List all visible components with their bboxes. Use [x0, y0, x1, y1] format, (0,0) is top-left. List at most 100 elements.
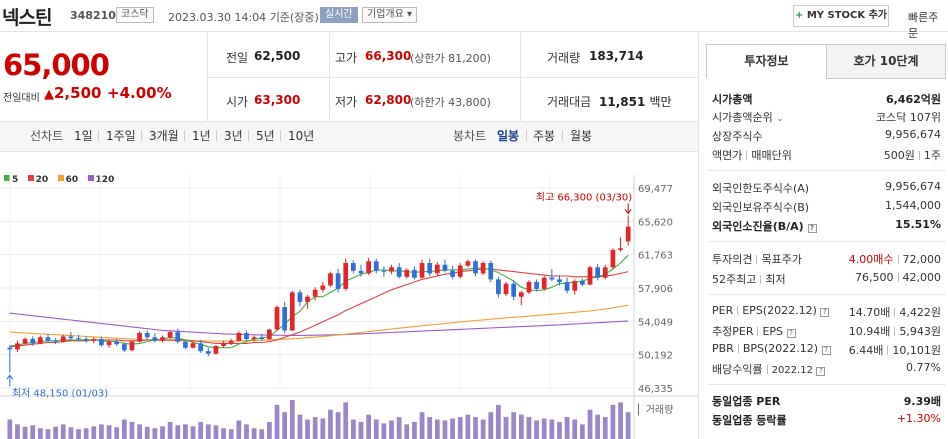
quick-order-link[interactable]: 빠른주문	[908, 11, 939, 40]
divider	[708, 384, 946, 385]
volume-bar	[228, 429, 234, 439]
volume-bar	[587, 409, 593, 439]
candle-body	[297, 292, 303, 302]
volume-bar	[289, 400, 295, 439]
week52-high-label: 52주최고	[712, 273, 757, 286]
tab-weekly-candle[interactable]: 주봉	[533, 129, 556, 143]
candle-body	[373, 261, 379, 271]
sector-rate-value: +1.30%	[896, 412, 941, 425]
candle-body	[610, 250, 616, 268]
chevron-down-icon[interactable]: ⌄	[776, 114, 784, 124]
tab-1d[interactable]: 1일	[74, 129, 93, 143]
tab-3y[interactable]: 3년	[224, 129, 243, 143]
volume-bar	[427, 417, 433, 439]
per-label: PER	[712, 304, 734, 317]
tab-invest-info[interactable]: 투자정보	[706, 44, 827, 79]
y-tick-label: 46,335	[638, 384, 673, 395]
legend-swatch	[87, 175, 94, 181]
tab-10y[interactable]: 10년	[288, 129, 315, 143]
candle-body	[473, 261, 478, 274]
candle-body	[121, 344, 127, 351]
candle-body	[564, 282, 570, 291]
y-tick-label: 65,620	[638, 217, 673, 228]
candle-body	[396, 267, 402, 277]
datetime-text: 2023.03.30 14:04	[168, 11, 267, 24]
tab-1y[interactable]: 1년	[192, 129, 211, 143]
help-icon[interactable]: ?	[786, 329, 796, 338]
candle-body	[618, 248, 623, 251]
opinion-value: 4.00매수	[848, 253, 894, 266]
candle-body	[221, 343, 226, 346]
candle-body	[419, 262, 425, 278]
candle-body	[503, 283, 509, 295]
listed-shares-label: 상장주식수	[712, 130, 763, 143]
add-mystock-button[interactable]: + MY STOCK 추가	[793, 5, 889, 27]
legend-ma5: 5	[4, 175, 18, 185]
legend-ma60: 60	[57, 175, 78, 185]
candle-body	[625, 226, 631, 242]
candle-body	[549, 277, 555, 280]
quote-datetime: 2023.03.30 14:04 기준(장중)	[168, 9, 319, 25]
change-value: ▲2,500	[44, 84, 101, 102]
volume-bar	[602, 417, 608, 439]
price-chart[interactable]: 69,477 65,620 61,763 57,906 54,049 50,192 46,3…	[0, 150, 698, 439]
week52-low-value: 42,000	[902, 271, 942, 284]
candle-body	[183, 341, 188, 348]
y-tick-label: 54,049	[638, 317, 673, 328]
volume-bar	[236, 420, 242, 439]
realtime-badge[interactable]: 실시간	[320, 7, 358, 23]
candle-body	[198, 343, 204, 352]
opinion-target-label: 투자의견 목표주가	[712, 251, 802, 267]
volume-bar	[412, 421, 417, 439]
volume-label: 거래량	[547, 51, 581, 65]
candle-body	[541, 277, 547, 289]
low-label: 저가	[335, 95, 358, 109]
candle-chart-label: 봉차트	[453, 129, 487, 143]
tab-1w[interactable]: 1주일	[106, 129, 136, 143]
amount-number: 11,851	[599, 95, 646, 109]
volume-bar	[297, 414, 303, 439]
candle-body	[595, 267, 601, 278]
company-info-dropdown[interactable]: 기업개요 ▾	[362, 7, 418, 23]
week52-high-value: 76,500	[855, 271, 894, 284]
tab-daily-candle[interactable]: 일봉	[497, 129, 520, 143]
candle-body	[45, 337, 51, 341]
volume-bar	[106, 425, 112, 439]
header-bar	[0, 0, 948, 32]
candle-body	[289, 292, 295, 331]
volume-bar	[30, 425, 36, 439]
volume-bar	[396, 417, 402, 439]
volume-bar	[518, 414, 524, 439]
tab-3m[interactable]: 3개월	[149, 129, 179, 143]
help-icon[interactable]: ?	[820, 308, 830, 317]
volume-bar	[358, 421, 364, 439]
volume-bar	[213, 425, 219, 439]
chevron-down-icon: ▾	[407, 9, 413, 20]
tab-monthly-candle[interactable]: 월봉	[570, 129, 593, 143]
tab-5y[interactable]: 5년	[256, 129, 275, 143]
candle-body	[83, 339, 89, 341]
ma120-line	[9, 312, 629, 336]
ma-legend: 5 20 60 120	[4, 175, 114, 185]
help-icon[interactable]: ?	[821, 346, 831, 355]
volume-bar	[251, 428, 257, 439]
dividend-value: 0.77%	[906, 361, 941, 374]
change-label: 전일대비	[3, 93, 40, 104]
volume-bar	[37, 428, 43, 439]
tab-orderbook-10[interactable]: 호가 10단계	[826, 44, 946, 79]
candle-body	[496, 279, 501, 295]
help-icon[interactable]: ?	[807, 224, 817, 233]
plus-icon: +	[794, 10, 804, 21]
help-icon[interactable]: ?	[816, 367, 826, 376]
volume-bar	[99, 424, 104, 439]
amount-label: 거래대금	[547, 95, 592, 109]
candle-body	[335, 273, 341, 289]
par-trade-value: 500원 1주	[884, 147, 941, 163]
est-per-value: 10.94배	[848, 325, 891, 338]
divider	[141, 130, 142, 141]
candle-body	[282, 307, 288, 331]
candle-body	[144, 332, 150, 338]
volume-bar	[259, 429, 265, 439]
candle-body	[343, 262, 349, 289]
candle-body	[404, 269, 410, 277]
